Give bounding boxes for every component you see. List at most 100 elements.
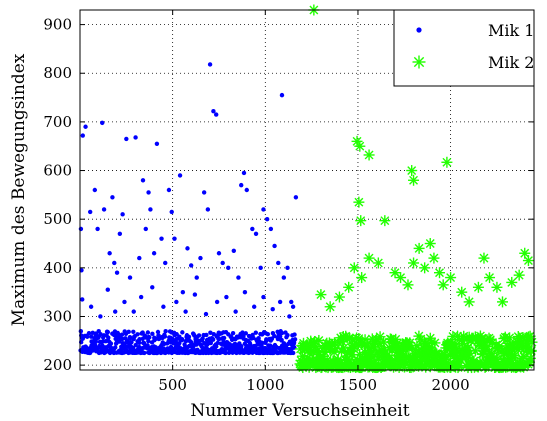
data-point — [98, 331, 103, 337]
data-point — [230, 330, 236, 336]
data-point — [441, 156, 453, 168]
data-point — [203, 311, 209, 317]
data-point — [137, 340, 142, 345]
data-point — [80, 133, 85, 138]
data-point — [85, 334, 90, 339]
data-point — [151, 251, 157, 256]
data-point — [117, 231, 123, 236]
data-point — [363, 149, 375, 161]
data-point — [87, 209, 93, 215]
data-point — [80, 297, 85, 302]
data-point — [220, 260, 225, 266]
data-point — [290, 304, 296, 309]
data-point — [100, 120, 105, 126]
data-point — [150, 285, 155, 290]
legend-label-mik1: Mik 1 — [488, 21, 534, 40]
data-point — [92, 187, 98, 193]
data-point — [272, 243, 277, 249]
x-axis-label: Nummer Versuchseinheit — [190, 401, 409, 421]
data-point — [83, 124, 88, 129]
data-point — [445, 272, 457, 284]
data-point — [279, 337, 284, 343]
data-point — [207, 62, 213, 67]
data-point — [379, 215, 391, 227]
data-point — [214, 299, 220, 305]
data-point — [292, 337, 298, 342]
data-point — [525, 345, 537, 357]
data-point — [241, 170, 247, 176]
data-point — [214, 344, 219, 349]
data-point — [279, 92, 285, 98]
data-point — [356, 272, 368, 284]
data-point — [147, 335, 152, 340]
data-point — [355, 215, 367, 227]
data-point — [456, 286, 468, 298]
data-point — [348, 262, 360, 274]
data-point — [210, 337, 216, 342]
data-point — [172, 236, 177, 241]
data-point — [93, 339, 99, 344]
data-point — [478, 252, 490, 264]
data-point — [98, 314, 103, 319]
data-point — [131, 329, 136, 335]
data-point — [289, 299, 294, 305]
data-point — [145, 330, 151, 335]
data-point — [526, 336, 538, 348]
data-point — [161, 304, 166, 309]
data-point — [163, 328, 168, 334]
plot-frame — [79, 9, 535, 371]
data-point — [108, 341, 114, 346]
legend-marker-mik1 — [416, 27, 422, 33]
data-point — [276, 260, 281, 266]
data-point — [472, 281, 484, 293]
data-point — [133, 342, 138, 348]
data-point — [285, 265, 290, 271]
data-point — [204, 332, 209, 338]
y-tick-label: 900 — [43, 16, 72, 34]
data-point — [186, 334, 192, 340]
data-point — [126, 329, 131, 335]
data-point — [140, 178, 146, 183]
data-point — [372, 257, 384, 269]
data-point — [131, 309, 136, 314]
data-point — [429, 337, 441, 349]
data-point — [112, 260, 117, 266]
data-point — [198, 255, 203, 261]
data-point — [287, 314, 292, 319]
data-point — [180, 289, 186, 295]
data-point — [217, 336, 222, 342]
y-tick-label: 400 — [43, 259, 72, 277]
y-tick-label: 300 — [43, 307, 72, 325]
data-point — [133, 135, 138, 140]
data-point — [208, 330, 213, 335]
data-point — [127, 275, 133, 280]
data-point — [146, 190, 151, 195]
data-point — [179, 337, 185, 342]
data-point — [236, 275, 241, 280]
data-point — [142, 350, 147, 356]
data-point — [363, 252, 375, 264]
data-point — [78, 329, 84, 334]
y-tick-label: 800 — [43, 64, 72, 82]
y-tick-label: 600 — [43, 162, 72, 180]
legend-box — [393, 9, 535, 87]
data-point — [285, 332, 290, 338]
data-point — [353, 196, 365, 208]
data-point — [290, 350, 296, 356]
data-point — [424, 238, 436, 250]
data-point — [92, 342, 98, 348]
legend-marker-mik2 — [412, 55, 426, 69]
data-point — [259, 340, 265, 346]
data-point — [251, 335, 256, 341]
data-point — [117, 339, 122, 344]
data-point — [155, 329, 161, 335]
data-point — [200, 336, 205, 341]
legend: Mik 1 Mik 2 — [393, 9, 535, 87]
data-point — [261, 294, 266, 300]
legend-star-glyph — [412, 55, 426, 69]
data-point — [101, 207, 107, 212]
data-point — [233, 309, 238, 314]
x-tick-label: 1500 — [339, 376, 377, 394]
data-point — [428, 252, 440, 264]
